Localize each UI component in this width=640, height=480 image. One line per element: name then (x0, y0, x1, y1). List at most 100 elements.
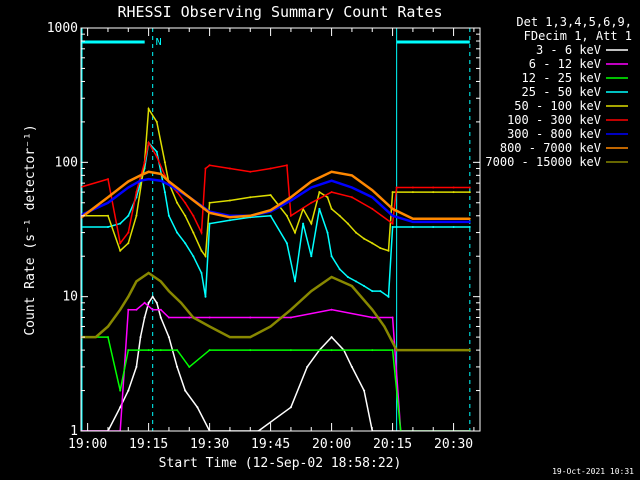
series-point-8 (159, 172, 162, 175)
series-point-3 (371, 349, 374, 352)
series-point-6 (127, 231, 130, 234)
series-point-9 (94, 336, 97, 339)
series-point-8 (127, 180, 130, 183)
series-point-4 (326, 231, 329, 234)
series-point-1 (127, 389, 130, 392)
series-point-2 (143, 301, 146, 304)
series-point-1 (151, 295, 154, 298)
series-point-4 (200, 272, 203, 274)
series-point-4 (176, 231, 179, 234)
series-point-1 (167, 336, 170, 339)
series-point-5 (391, 191, 394, 194)
series-point-5 (135, 214, 138, 217)
x-tick-label: 19:15 (129, 437, 168, 452)
series-point-5 (184, 214, 187, 217)
legend-label-5: 50 - 100 keV (514, 99, 601, 113)
series-point-8 (289, 196, 292, 199)
series-point-5 (379, 247, 382, 250)
series-point-1 (155, 301, 158, 304)
series-point-4 (269, 214, 272, 217)
series-line-2 (81, 301, 470, 431)
series-point-5 (107, 214, 109, 217)
y-tick-label: 100 (55, 155, 78, 170)
series-point-8 (411, 217, 414, 220)
series-point-6 (107, 178, 109, 181)
x-tick-label: 20:30 (434, 437, 473, 452)
series-point-7 (371, 196, 374, 199)
series-point-2 (135, 308, 138, 311)
x-tick-label: 20:00 (312, 437, 351, 452)
series-point-4 (346, 276, 349, 278)
series-point-7 (391, 214, 394, 217)
series-point-4 (107, 226, 109, 228)
series-point-2 (188, 316, 191, 319)
series-point-4 (285, 242, 288, 245)
series-point-2 (249, 316, 252, 319)
series-point-4 (355, 280, 357, 283)
series-point-5 (363, 237, 366, 240)
series-point-8 (147, 170, 150, 173)
series-point-5 (346, 222, 349, 225)
series-point-4 (163, 191, 166, 194)
series-point-3 (208, 349, 211, 352)
series-point-8 (432, 217, 435, 220)
series-point-5 (285, 214, 288, 217)
series-point-1 (196, 406, 199, 409)
series-point-4 (167, 214, 170, 217)
x-axis: 19:00 19:15 19:30 19:45 20:00 20:15 20:30 (68, 28, 475, 452)
series-point-3 (127, 349, 130, 352)
series-point-1 (147, 301, 150, 304)
series-point-6 (155, 155, 158, 158)
series-point-5 (432, 191, 435, 194)
series-point-3 (330, 349, 333, 352)
legend-label-2: 6 - 12 keV (529, 57, 601, 71)
series-line-9 (81, 271, 470, 352)
series-point-8 (452, 217, 455, 220)
series-point-4 (310, 255, 313, 258)
series-point-5 (338, 214, 341, 217)
series-point-3 (391, 349, 394, 352)
series-point-5 (208, 201, 211, 204)
series-point-6 (330, 191, 333, 194)
series-point-2 (391, 316, 394, 319)
series-point-5 (163, 161, 166, 164)
series-point-9 (249, 336, 252, 339)
series-point-3 (289, 349, 292, 352)
series-point-5 (269, 194, 272, 197)
series-point-5 (411, 191, 414, 194)
series-point-4 (391, 226, 394, 228)
series-point-4 (184, 242, 187, 245)
timestamp: 19-Oct-2021 10:31 (552, 467, 634, 476)
series-point-8 (468, 217, 471, 220)
x-tick-label: 19:00 (68, 437, 107, 452)
series-point-5 (326, 196, 329, 199)
series-point-9 (432, 349, 435, 352)
series-point-1 (139, 336, 142, 339)
series-point-2 (208, 316, 211, 319)
series-point-3 (107, 336, 109, 339)
series-point-5 (387, 249, 390, 252)
series-point-6 (285, 164, 288, 167)
series-point-1 (159, 316, 162, 319)
night-label: N (156, 37, 162, 48)
series-point-4 (371, 290, 374, 293)
series-point-7 (411, 220, 414, 223)
series-point-6 (289, 214, 292, 217)
series-point-7 (452, 220, 455, 223)
series-point-7 (330, 179, 333, 182)
series-point-2 (330, 308, 333, 311)
series-point-2 (289, 316, 292, 319)
legend-label-7: 300 - 800 keV (507, 127, 601, 141)
series-point-6 (269, 167, 272, 170)
series-point-4 (387, 295, 390, 298)
series-point-5 (204, 255, 207, 258)
series-point-6 (228, 167, 231, 170)
series-point-5 (310, 222, 313, 225)
series-point-9 (330, 276, 333, 278)
series-point-9 (192, 316, 195, 319)
series-line-8 (81, 170, 470, 221)
series-point-8 (371, 189, 374, 192)
series-point-6 (391, 222, 394, 225)
